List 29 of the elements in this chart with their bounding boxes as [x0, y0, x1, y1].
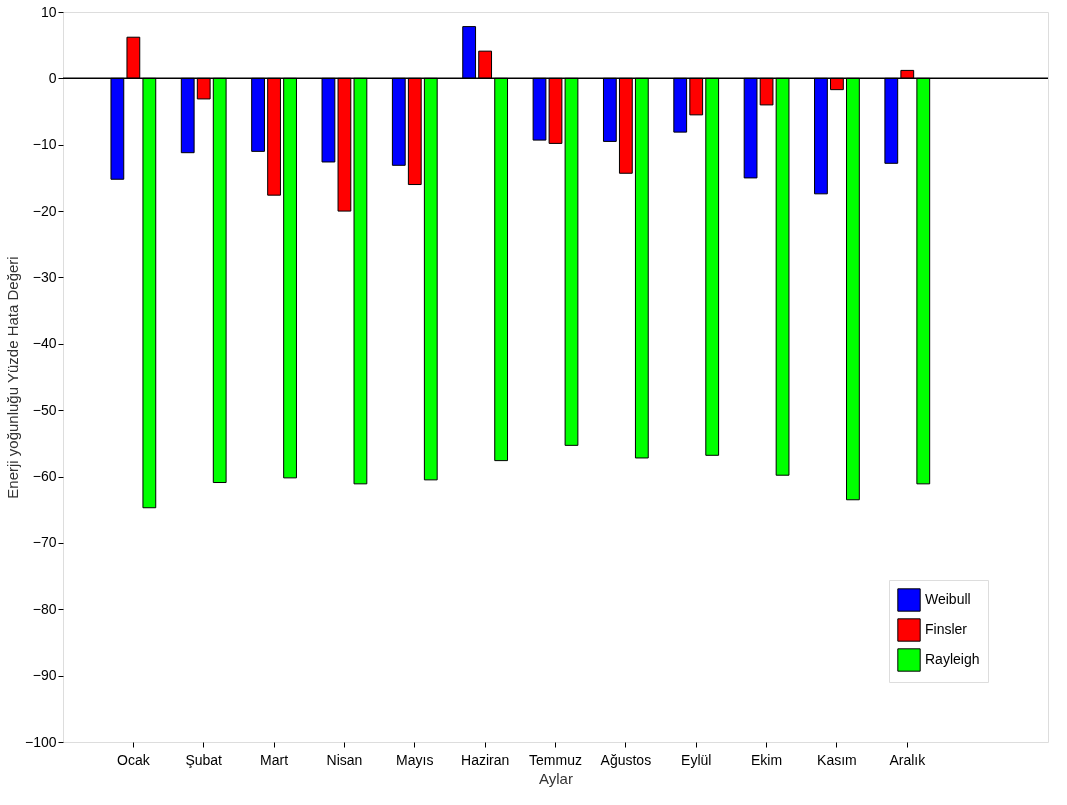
- x-tick-label: Temmuz: [529, 751, 582, 768]
- legend-label: Rayleigh: [925, 651, 980, 667]
- y-tick-label: 10: [40, 3, 57, 20]
- x-tick-label: Eylül: [681, 751, 712, 768]
- x-tick-label: Nisan: [326, 751, 363, 768]
- y-axis-title: Enerji yoğunluğu Yüzde Hata Değeri: [3, 256, 21, 499]
- y-tick-label: −10: [32, 136, 57, 153]
- y-tick-label: −70: [32, 534, 57, 551]
- x-axis-title: Aylar: [539, 769, 573, 787]
- x-tick-label: Ocak: [117, 751, 151, 768]
- y-tick-label: −80: [32, 600, 57, 617]
- x-tick-label: Aralık: [889, 751, 927, 768]
- x-tick-label: Şubat: [185, 751, 223, 768]
- x-tick-label: Mayıs: [396, 751, 434, 768]
- y-tick-label: −30: [32, 268, 57, 285]
- x-tick-label: Ağustos: [600, 751, 652, 768]
- x-tick-label: Kasım: [817, 751, 857, 768]
- y-tick-label: −60: [32, 468, 57, 485]
- legend-label: Finsler: [925, 621, 968, 637]
- y-tick-label: −100: [24, 733, 57, 750]
- y-tick-label: −20: [32, 202, 57, 219]
- y-tick-label: −40: [32, 335, 57, 352]
- x-tick-label: Haziran: [461, 751, 510, 768]
- y-tick-label: −50: [32, 401, 57, 418]
- legend-label: Weibull: [925, 591, 971, 607]
- x-tick-label: Ekim: [751, 751, 783, 768]
- x-tick-label: Mart: [260, 751, 289, 768]
- y-tick-label: −90: [32, 667, 57, 684]
- y-tick-label: 0: [48, 69, 57, 86]
